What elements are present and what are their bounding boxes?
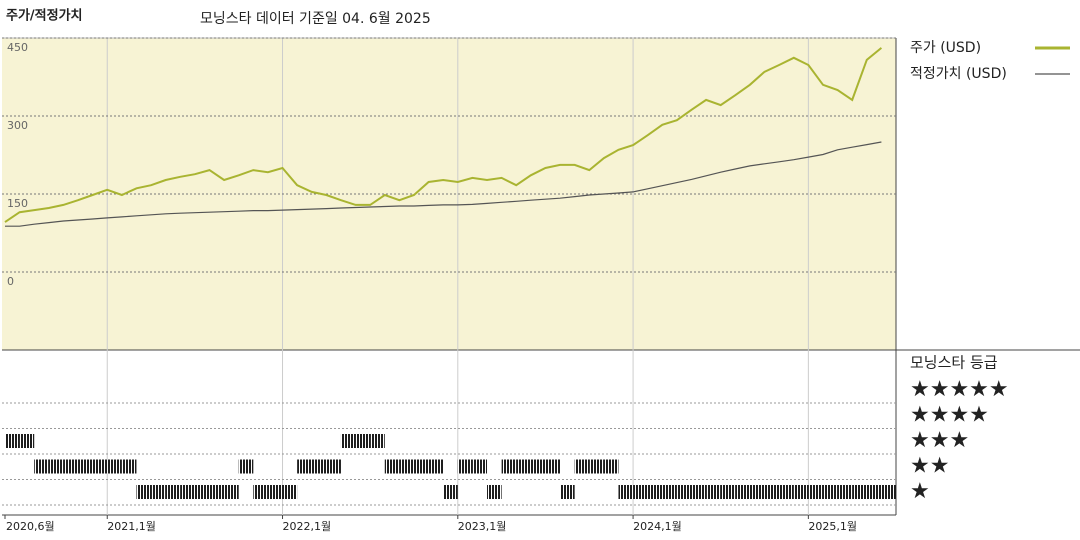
rating-bar bbox=[311, 459, 327, 474]
y-tick-label: 450 bbox=[7, 41, 28, 54]
rating-bar bbox=[545, 459, 561, 474]
y-tick-label: 300 bbox=[7, 119, 28, 132]
rating-bar bbox=[457, 459, 473, 474]
chart-subtitle: 모닝스타 데이터 기준일 04. 6월 2025 bbox=[200, 11, 431, 27]
rating-bar bbox=[224, 485, 239, 499]
legend-label: 적정가치 (USD) bbox=[910, 66, 1007, 82]
rating-bar bbox=[764, 485, 780, 499]
rating-bar bbox=[151, 485, 166, 499]
rating-bar bbox=[63, 459, 79, 474]
rating-bar bbox=[370, 434, 385, 448]
rating-bar bbox=[48, 459, 64, 474]
rating-bar bbox=[633, 485, 648, 499]
rating-bar bbox=[326, 459, 341, 474]
x-tick-label: 2020,6월 bbox=[6, 520, 55, 533]
rating-label: ★★★★★ bbox=[910, 377, 1009, 402]
x-tick-label: 2022,1월 bbox=[283, 520, 332, 533]
rating-bar bbox=[676, 485, 692, 499]
rating-bar bbox=[808, 485, 823, 499]
rating-bar bbox=[720, 485, 736, 499]
rating-bar bbox=[837, 485, 853, 499]
rating-bar bbox=[413, 459, 429, 474]
rating-bar bbox=[501, 459, 517, 474]
rating-bar bbox=[384, 459, 400, 474]
rating-bar bbox=[267, 485, 283, 499]
rating-bar bbox=[749, 485, 765, 499]
rating-title: 모닝스타 등급 bbox=[910, 354, 998, 372]
rating-label: ★★★ bbox=[910, 428, 969, 453]
series-line bbox=[5, 141, 882, 227]
rating-bar bbox=[78, 459, 93, 474]
rating-bar bbox=[399, 459, 414, 474]
x-tick-label: 2025,1월 bbox=[808, 520, 857, 533]
rating-bar bbox=[822, 485, 838, 499]
rating-bar bbox=[487, 485, 502, 499]
rating-label: ★ bbox=[910, 479, 930, 504]
rating-bar bbox=[735, 485, 750, 499]
chart-title: 주가/적정가치 bbox=[6, 8, 83, 24]
rating-bar bbox=[209, 485, 225, 499]
rating-bar bbox=[136, 485, 152, 499]
rating-bar bbox=[589, 459, 604, 474]
rating-bar bbox=[618, 485, 634, 499]
rating-bar bbox=[165, 485, 181, 499]
rating-bar bbox=[647, 485, 663, 499]
rating-bar bbox=[355, 434, 371, 448]
legend-label: 주가 (USD) bbox=[910, 40, 981, 56]
rating-bar bbox=[121, 459, 137, 474]
rating-bar bbox=[560, 485, 575, 499]
rating-bar bbox=[180, 485, 195, 499]
rating-label: ★★ bbox=[910, 454, 949, 479]
rating-bar bbox=[530, 459, 546, 474]
rating-bar bbox=[706, 485, 721, 499]
x-tick-label: 2021,1월 bbox=[107, 520, 156, 533]
x-tick-label: 2023,1월 bbox=[458, 520, 507, 533]
rating-bar bbox=[428, 459, 444, 474]
rating-bar bbox=[92, 459, 108, 474]
rating-bar bbox=[866, 485, 882, 499]
rating-bar bbox=[340, 434, 356, 448]
rating-label: ★★★★ bbox=[910, 403, 989, 428]
rating-bar bbox=[297, 459, 312, 474]
rating-bar bbox=[662, 485, 677, 499]
rating-bar bbox=[691, 485, 707, 499]
rating-bar bbox=[5, 434, 20, 448]
series-line bbox=[4, 47, 883, 223]
rating-bar bbox=[603, 459, 619, 474]
x-tick-label: 2024,1월 bbox=[633, 520, 682, 533]
rating-bar bbox=[282, 485, 298, 499]
rating-bar bbox=[793, 485, 809, 499]
rating-bar bbox=[881, 485, 896, 499]
rating-bar bbox=[472, 459, 488, 474]
rating-bar bbox=[253, 485, 268, 499]
rating-bar bbox=[34, 459, 49, 474]
rating-bar bbox=[194, 485, 210, 499]
rating-bar bbox=[107, 459, 122, 474]
y-tick-label: 150 bbox=[7, 197, 28, 210]
rating-bar bbox=[238, 459, 254, 474]
rating-bar bbox=[19, 434, 35, 448]
plot-background bbox=[2, 38, 896, 350]
rating-bar bbox=[516, 459, 531, 474]
rating-bar bbox=[443, 485, 458, 499]
rating-bar bbox=[852, 485, 867, 499]
y-tick-label: 0 bbox=[7, 275, 14, 288]
rating-bar bbox=[574, 459, 590, 474]
rating-bar bbox=[779, 485, 794, 499]
